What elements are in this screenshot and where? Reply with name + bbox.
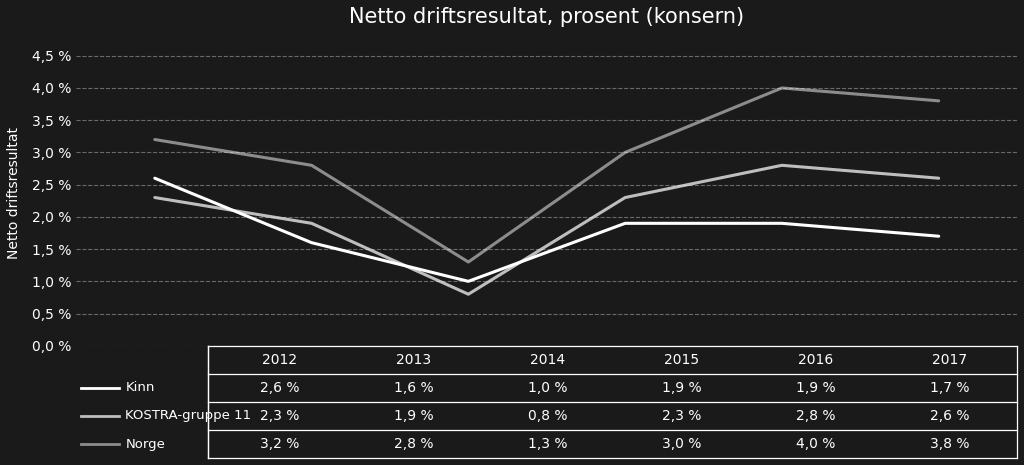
Text: 3,0 %: 3,0 %	[663, 437, 701, 451]
Text: 1,3 %: 1,3 %	[528, 437, 567, 451]
Text: 3,8 %: 3,8 %	[930, 437, 970, 451]
Text: 2016: 2016	[799, 353, 834, 367]
Text: 4,0 %: 4,0 %	[797, 437, 836, 451]
Text: 2012: 2012	[262, 353, 297, 367]
Text: 2,6 %: 2,6 %	[260, 381, 300, 395]
Text: 2014: 2014	[530, 353, 565, 367]
Text: 1,9 %: 1,9 %	[797, 381, 836, 395]
Text: 2,8 %: 2,8 %	[797, 409, 836, 423]
Text: 2,3 %: 2,3 %	[663, 409, 701, 423]
Text: 2,3 %: 2,3 %	[260, 409, 299, 423]
Text: 2015: 2015	[665, 353, 699, 367]
Text: Kinn: Kinn	[125, 381, 155, 394]
Text: 3,2 %: 3,2 %	[260, 437, 299, 451]
Text: 1,6 %: 1,6 %	[394, 381, 434, 395]
Text: 1,9 %: 1,9 %	[663, 381, 701, 395]
Text: 2,6 %: 2,6 %	[930, 409, 970, 423]
Text: 1,9 %: 1,9 %	[394, 409, 434, 423]
Y-axis label: Netto driftsresultat: Netto driftsresultat	[7, 126, 20, 259]
Title: Netto driftsresultat, prosent (konsern): Netto driftsresultat, prosent (konsern)	[349, 7, 744, 27]
Text: 1,0 %: 1,0 %	[528, 381, 567, 395]
Text: 0,8 %: 0,8 %	[528, 409, 567, 423]
Text: 2017: 2017	[933, 353, 968, 367]
Text: 1,7 %: 1,7 %	[930, 381, 970, 395]
Text: 2,8 %: 2,8 %	[394, 437, 433, 451]
Text: KOSTRA-gruppe 11: KOSTRA-gruppe 11	[125, 410, 252, 423]
Text: Norge: Norge	[125, 438, 165, 451]
Text: 2013: 2013	[396, 353, 431, 367]
